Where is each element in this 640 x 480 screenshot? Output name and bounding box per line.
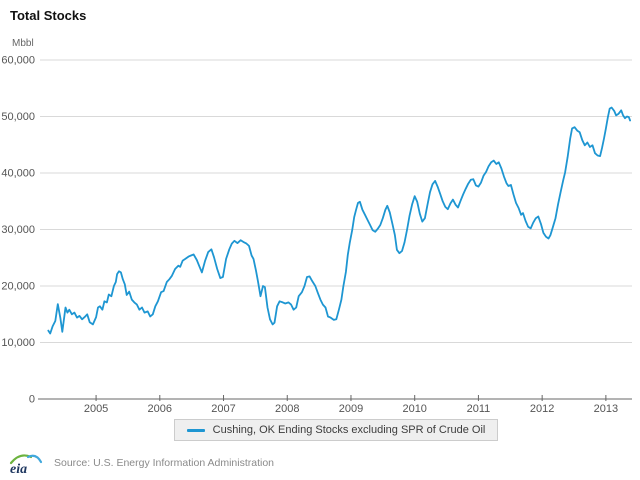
logo-text: eia xyxy=(10,462,27,477)
legend: Cushing, OK Ending Stocks excluding SPR … xyxy=(40,419,632,441)
x-tick-label: 2009 xyxy=(339,403,363,415)
y-tick-label: 0 xyxy=(29,394,35,406)
x-tick-label: 2008 xyxy=(275,403,299,415)
y-tick-label: 40,000 xyxy=(1,168,35,180)
x-tick-label: 2011 xyxy=(467,403,491,415)
source-text: Source: U.S. Energy Information Administ… xyxy=(54,457,275,469)
x-tick-label: 2010 xyxy=(402,403,426,415)
eia-logo: eia xyxy=(9,454,43,477)
x-tick-label: 2005 xyxy=(84,403,108,415)
data-line-cushing-stocks xyxy=(47,106,631,335)
y-tick-label: 20,000 xyxy=(1,281,35,293)
legend-label: Cushing, OK Ending Stocks excluding SPR … xyxy=(212,424,486,436)
footer: eia Source: U.S. Energy Information Admi… xyxy=(8,449,274,477)
legend-box: Cushing, OK Ending Stocks excluding SPR … xyxy=(173,419,499,441)
y-tick-label: 30,000 xyxy=(1,224,35,236)
legend-line-swatch xyxy=(186,428,205,432)
x-tick-label: 2007 xyxy=(211,403,235,415)
y-tick-label: 50,000 xyxy=(1,111,35,123)
y-tick-label: 10,000 xyxy=(1,337,35,349)
x-tick-label: 2013 xyxy=(594,403,618,415)
x-tick-label: 2012 xyxy=(530,403,554,415)
page-title: Total Stocks xyxy=(10,8,87,23)
y-tick-label: 60,000 xyxy=(1,55,35,67)
x-tick-label: 2006 xyxy=(148,403,172,415)
y-axis-unit-label: Mbbl xyxy=(12,38,34,49)
line-chart: 0 10,000 20,000 30,000 40,000 50,000 60,000 200… xyxy=(1,55,632,415)
logo-blue-swoosh xyxy=(26,454,43,464)
